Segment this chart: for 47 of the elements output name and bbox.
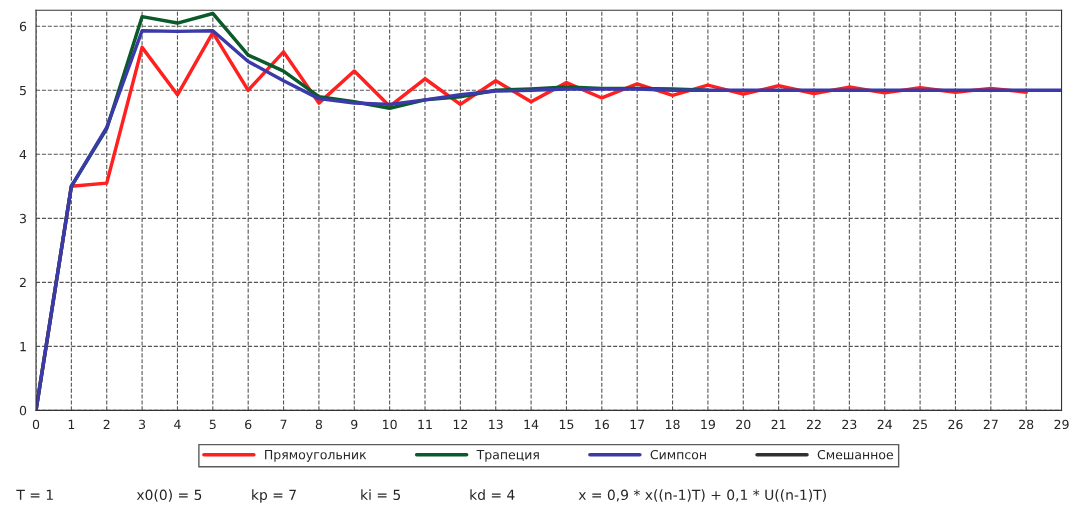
legend-label: Симпсон — [650, 449, 706, 460]
legend-label: Прямоугольник — [265, 450, 367, 462]
x-tick-label: 11 — [418, 419, 432, 429]
text: kd = 4 — [470, 489, 515, 501]
x-tick-label: 24 — [877, 419, 892, 429]
x-tick-label: 10 — [383, 419, 397, 430]
legend-label: Трапеция — [476, 450, 539, 462]
x-tick-label: 14 — [524, 419, 539, 429]
x-tick-label: 2 — [103, 419, 110, 429]
x-tick-label: 7 — [280, 419, 287, 429]
x-tick-label: 13 — [489, 419, 503, 430]
y-tick-label: 6 — [19, 21, 27, 32]
y-tick-label: 4 — [19, 149, 27, 160]
x-tick-label: 8 — [315, 419, 323, 430]
x-tick-label: 15 — [559, 419, 574, 430]
x-tick-label: 0 — [32, 419, 40, 430]
text: x = 0,9 * x((n-1)T) + 0,1 * U((n-1)T) — [578, 489, 826, 502]
text: kp = 7 — [252, 489, 296, 503]
y-tick-label: 0 — [19, 405, 27, 416]
x-tick-label: 23 — [842, 419, 857, 430]
y-tick-label: 3 — [19, 213, 26, 224]
text: T = 1 — [16, 489, 53, 500]
x-tick-label: 27 — [983, 419, 998, 429]
x-tick-label: 25 — [913, 419, 927, 430]
x-tick-label: 4 — [174, 419, 181, 429]
x-tick-label: 17 — [630, 419, 645, 429]
text: ki = 5 — [361, 489, 401, 501]
x-tick-label: 22 — [806, 419, 821, 429]
x-tick-label: 5 — [209, 419, 216, 430]
x-tick-label: 1 — [68, 419, 75, 429]
x-tick-label: 28 — [1019, 419, 1034, 430]
text: x0(0) = 5 — [136, 489, 202, 502]
x-tick-label: 20 — [736, 419, 751, 430]
legend-label: Смешанное — [817, 449, 893, 460]
x-tick-label: 18 — [665, 419, 680, 430]
x-tick-label: 16 — [595, 419, 609, 430]
x-tick-label: 26 — [948, 419, 963, 430]
y-tick-label: 1 — [20, 342, 26, 352]
x-tick-label: 3 — [139, 419, 146, 430]
x-tick-label: 12 — [453, 419, 468, 429]
x-tick-label: 9 — [351, 419, 358, 430]
y-tick-label: 5 — [19, 85, 26, 96]
x-tick-label: 21 — [771, 419, 786, 429]
x-tick-label: 29 — [1054, 419, 1069, 430]
x-tick-label: 6 — [245, 419, 252, 430]
y-tick-label: 2 — [19, 277, 26, 288]
x-tick-label: 19 — [701, 419, 715, 430]
